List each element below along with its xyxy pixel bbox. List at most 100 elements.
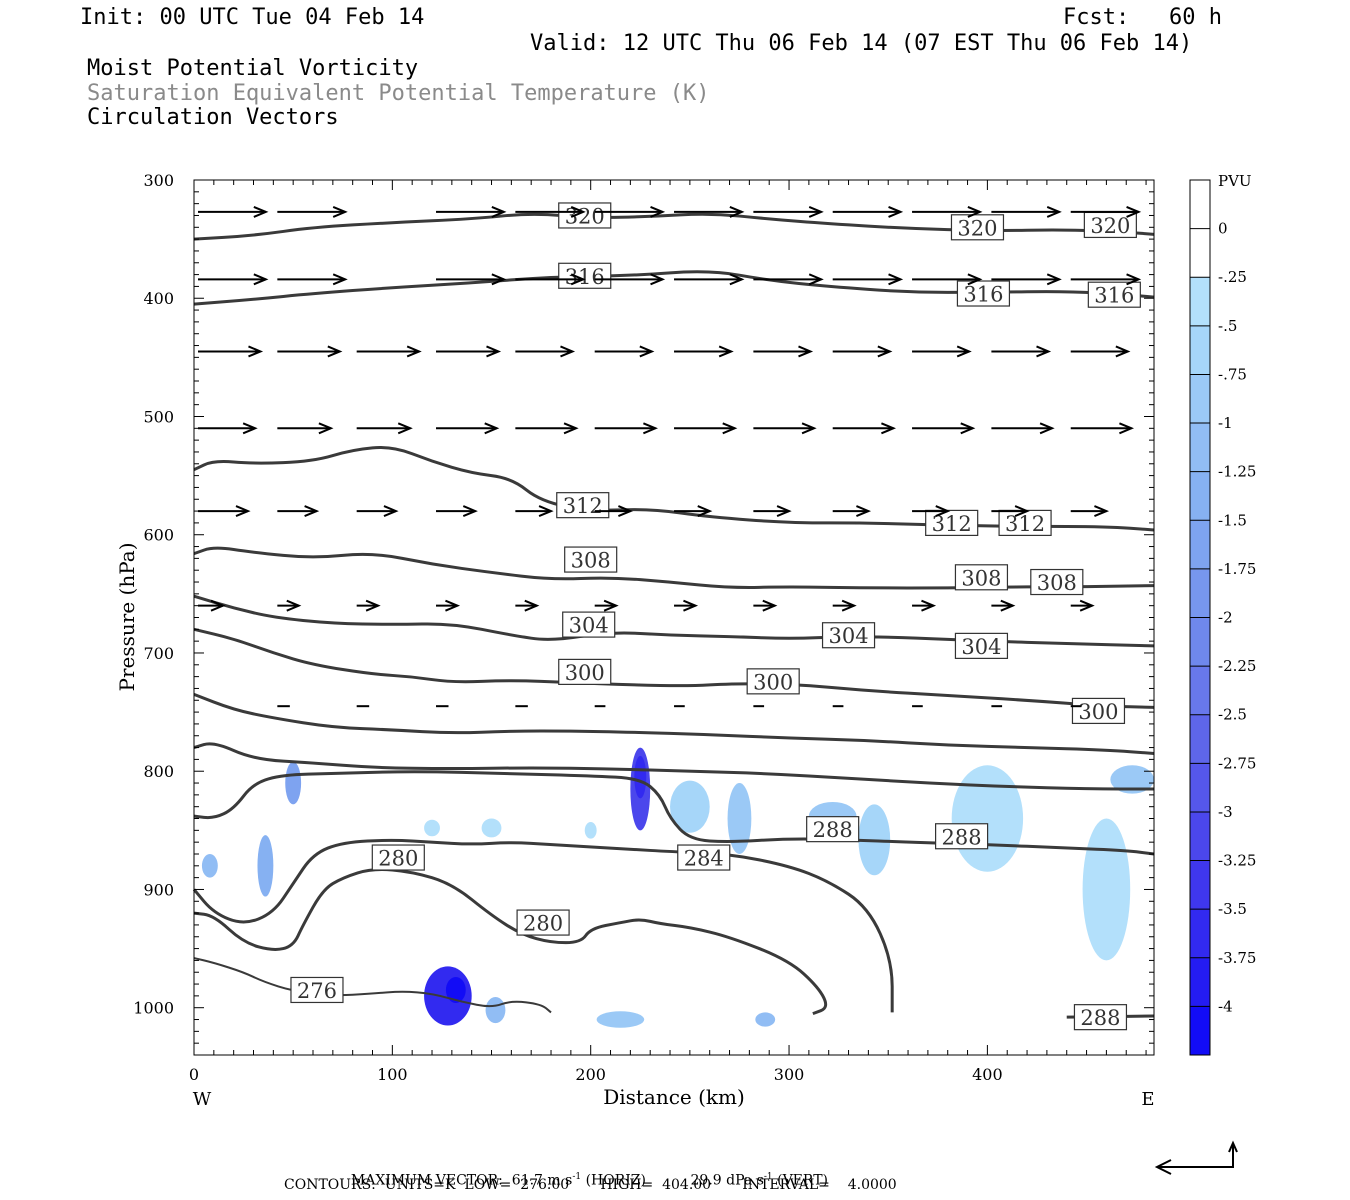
- contour-label-box: [1073, 1004, 1128, 1031]
- axes: 300 400 500 600 700 800 900 1000 0 100 200 300 400 W E: [133, 171, 1154, 1110]
- colorbar-segment: [1190, 666, 1210, 715]
- contour-296: [193, 692, 1155, 755]
- vector-arrow: [991, 206, 1062, 218]
- colorbar-label: -1.75: [1218, 560, 1256, 578]
- contour-label: 280: [523, 912, 563, 936]
- vector-arrow: [356, 422, 413, 435]
- horiz-tag: (HORIZ): [585, 1172, 646, 1189]
- colorbar-label: -3: [1218, 803, 1233, 821]
- vector-arrow: [674, 505, 713, 518]
- colorbar-segment: [1190, 957, 1210, 1007]
- colorbar-segment: [1190, 471, 1210, 521]
- contour-label: 304: [828, 624, 868, 648]
- contour-label: 316: [963, 283, 1003, 307]
- vector-arrow: [753, 505, 792, 518]
- max-vector-horiz: 61.7 m s: [511, 1172, 573, 1189]
- vector-arrow: [991, 505, 1030, 518]
- vector-arrow: [594, 599, 619, 612]
- contour-284: [192, 838, 894, 1013]
- pv-patch: [670, 780, 710, 833]
- y-tick-label: 600: [143, 526, 174, 545]
- vector-arrow: [277, 206, 348, 218]
- vector-arrow: [674, 599, 699, 612]
- vector-arrow: [674, 345, 734, 358]
- contour-label: 284: [684, 847, 724, 871]
- contour-label-box: [564, 546, 618, 573]
- colorbar: 0 -.25 -.5 -.75 -1 -1.25 -1.5 -1.75 -2 -2.25 -2.5 -…: [1189, 179, 1256, 1056]
- vector-arrow: [991, 422, 1055, 435]
- vector-arrow: [594, 422, 658, 435]
- pv-patch: [951, 765, 1024, 872]
- vector-arrow: [1070, 422, 1135, 435]
- contour-276: [193, 957, 552, 1014]
- vector-arrow: [356, 599, 381, 612]
- contour-label-box: [558, 202, 612, 229]
- contour-label-box: [954, 632, 1009, 659]
- pv-patch: [727, 783, 752, 854]
- vector-arrow: [594, 273, 666, 286]
- contour-label: 300: [1078, 700, 1118, 724]
- vector-arrow: [991, 599, 1016, 612]
- vector-arrow: [436, 273, 507, 286]
- colorbar-segment: [1190, 714, 1210, 764]
- contour-312: [193, 446, 1155, 532]
- contour-label: 316: [565, 265, 605, 289]
- contour-label: 316: [1094, 284, 1134, 308]
- vector-arrow: [277, 345, 343, 358]
- contour-label-box: [558, 262, 612, 289]
- y-axis-title: Pressure (hPa): [115, 543, 139, 692]
- colorbar-label: -2.5: [1218, 706, 1247, 724]
- pv-patch: [445, 976, 466, 1003]
- colorbar-segment: [1190, 763, 1210, 812]
- contour-info: CONTOURS: UNITS=K LOW= 276.00 HIGH= 404.…: [284, 1177, 897, 1193]
- y-tick-label: 900: [143, 880, 174, 899]
- contour-label: 288: [1080, 1006, 1120, 1030]
- colorbar-segment: [1190, 325, 1210, 375]
- colorbar-label: -4: [1218, 997, 1233, 1015]
- x-tick-label: 0: [189, 1065, 199, 1084]
- circulation-vectors: [198, 206, 1142, 708]
- contour-label-box: [677, 844, 731, 871]
- contour-292: [193, 742, 1154, 791]
- contour-label-box: [562, 611, 616, 638]
- vector-arrow: [198, 505, 251, 518]
- pv-patch: [257, 835, 274, 897]
- vector-arrow: [753, 206, 824, 218]
- contour-label-box: [1071, 697, 1126, 725]
- max-vector-label: MAXIMUM VECTOR:: [350, 1172, 503, 1189]
- vector-arrow: [832, 273, 904, 286]
- vector-arrow: [753, 345, 814, 358]
- contour-label: 300: [753, 670, 793, 694]
- vector-arrow: [912, 273, 983, 286]
- vector-arrow: [436, 345, 502, 358]
- vector-arrow: [436, 422, 500, 435]
- plot-frame: [193, 179, 1155, 1056]
- contour-label-box: [516, 909, 570, 936]
- colorbar-segment: [1190, 617, 1210, 667]
- contour-label: 288: [813, 818, 853, 842]
- vector-arrow: [515, 345, 576, 358]
- vector-arrow: [198, 599, 226, 612]
- x-tick-label: 100: [377, 1065, 408, 1084]
- contour-label-box: [956, 280, 1011, 307]
- init-time: Init: 00 UTC Tue 04 Feb 14: [80, 5, 425, 30]
- vert-exponent: -1: [763, 1172, 773, 1182]
- vector-arrow: [832, 505, 872, 518]
- contour-label-box: [925, 509, 979, 537]
- y-tick-label: 400: [143, 289, 174, 308]
- vector-arrow: [277, 273, 348, 286]
- vector-arrow: [912, 422, 976, 435]
- contour-280: [193, 867, 828, 1016]
- colorbar-label: -.5: [1218, 317, 1237, 335]
- valid-time: Valid: 12 UTC Thu 06 Feb 14 (07 EST Thu …: [530, 31, 1193, 56]
- vector-arrow: [436, 599, 461, 612]
- colorbar-label: -3.75: [1218, 949, 1256, 967]
- vector-arrow: [515, 422, 579, 435]
- colorbar-label: -1: [1218, 414, 1233, 432]
- contour-label-box: [935, 823, 989, 850]
- vector-arrow: [1070, 345, 1131, 358]
- colorbar-segment: [1190, 374, 1210, 424]
- vector-arrow: [515, 273, 586, 286]
- vector-arrow: [753, 422, 817, 435]
- colorbar-label: 0: [1218, 220, 1228, 238]
